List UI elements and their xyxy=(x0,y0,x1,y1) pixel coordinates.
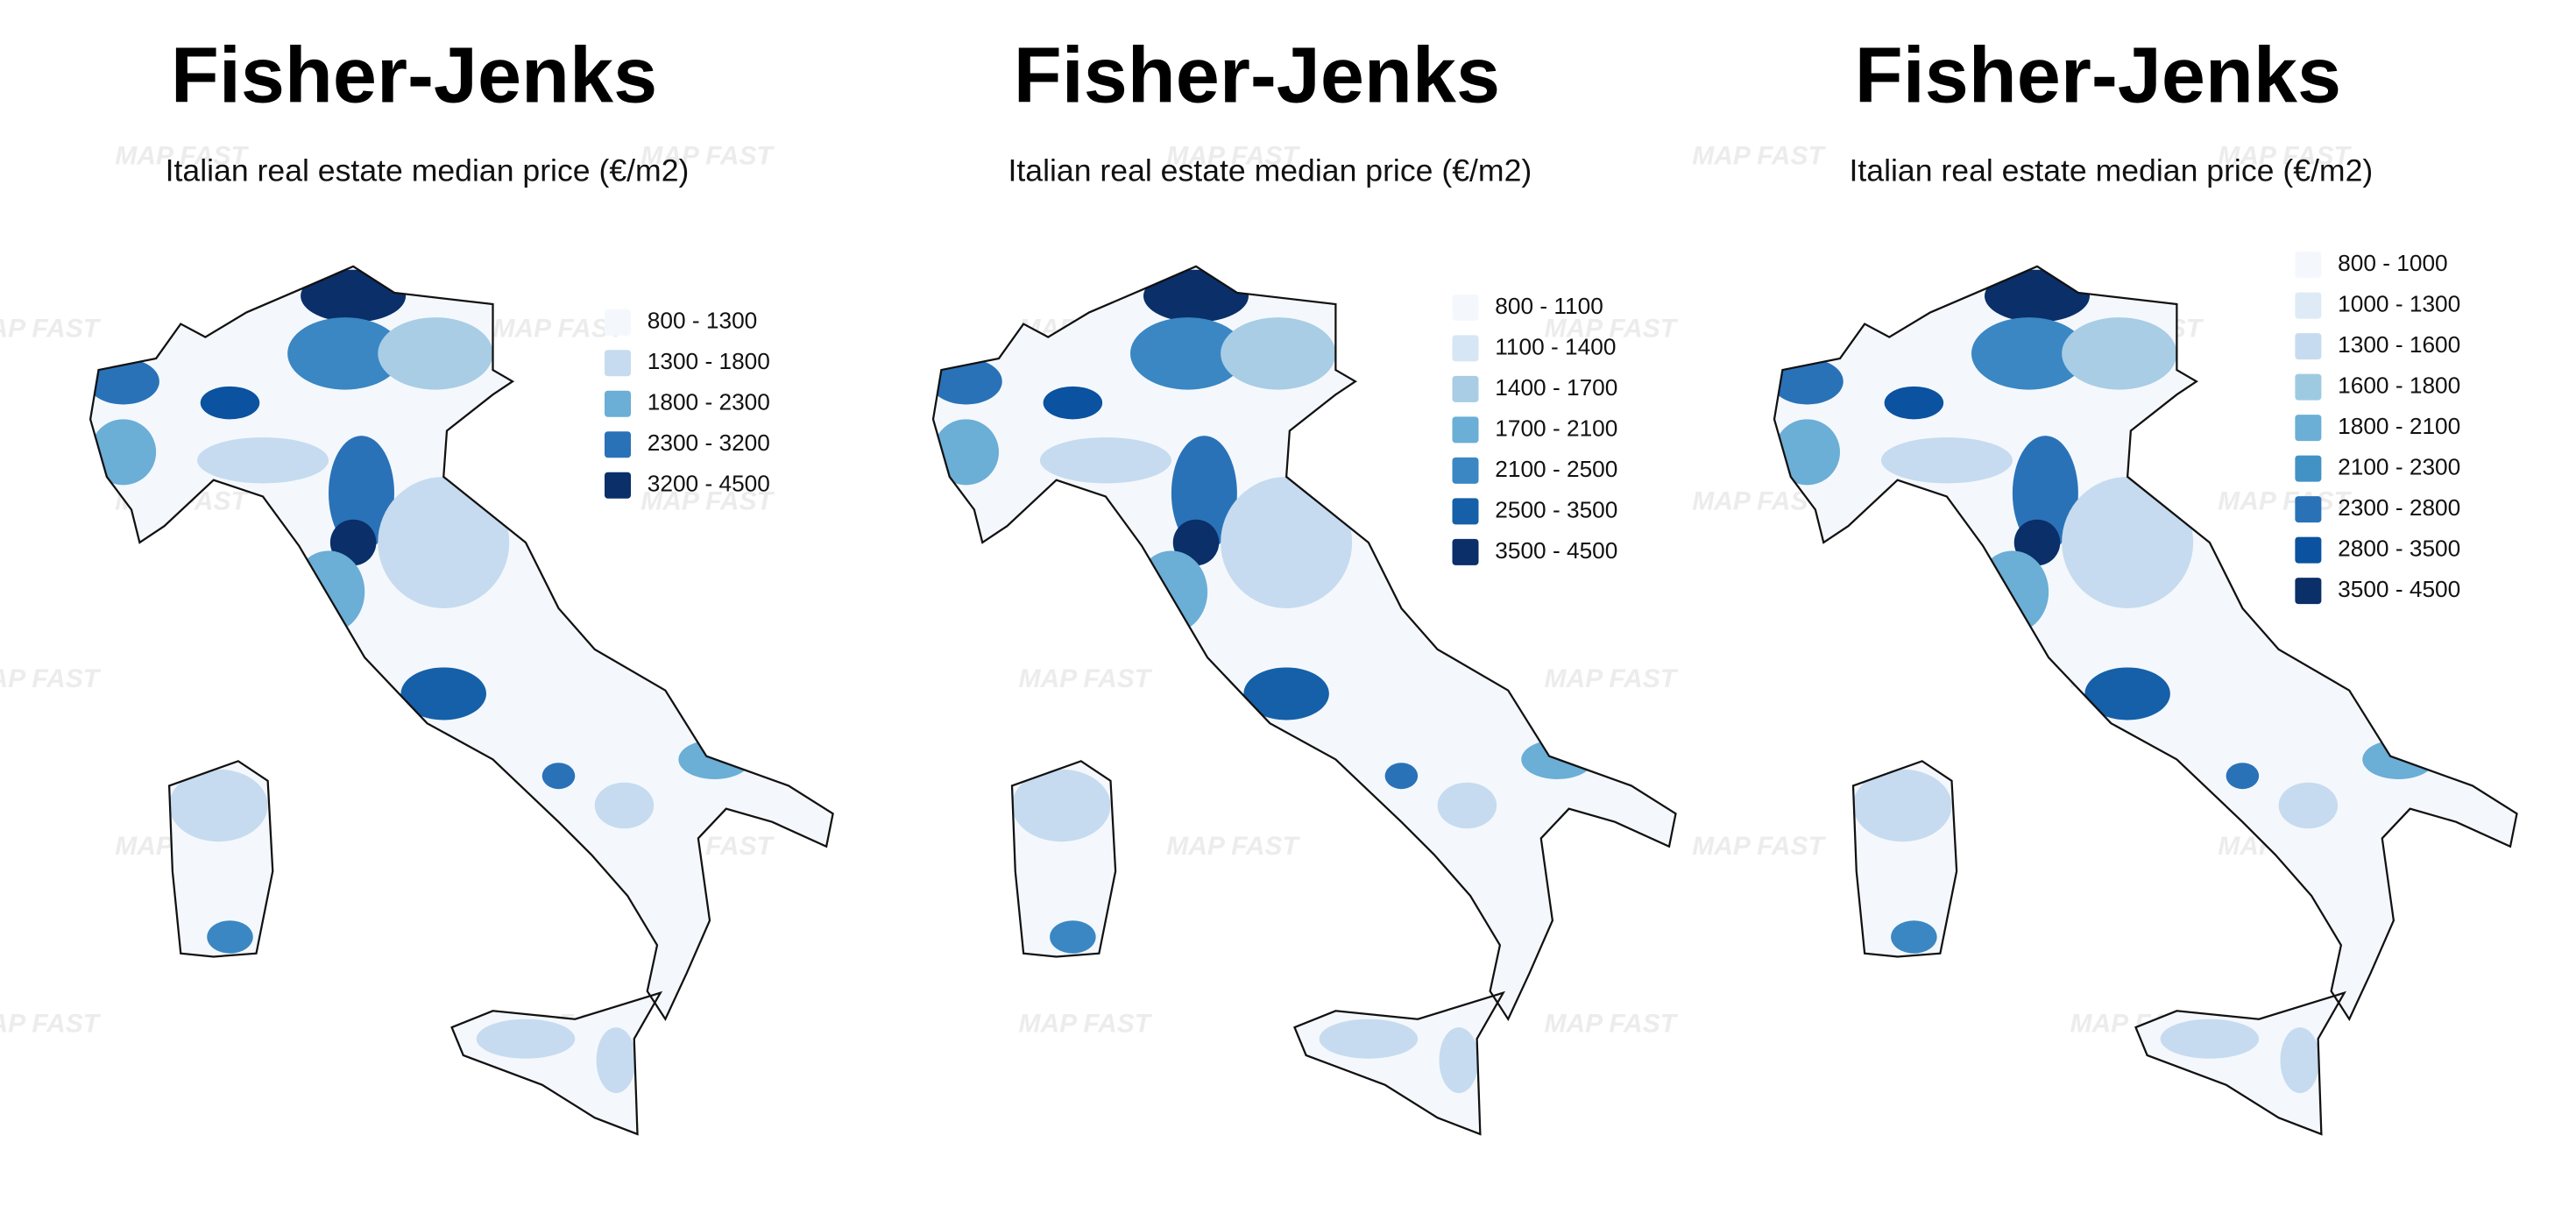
map-panel: Fisher-Jenks Italian real estate median p… xyxy=(66,32,854,1167)
legend-label: 2300 - 2800 xyxy=(2338,494,2460,521)
watermark: MAP FAST xyxy=(1019,664,1153,693)
legend-label: 2300 - 3200 xyxy=(648,429,770,456)
panel-title: Fisher-Jenks xyxy=(171,32,657,119)
map-panel: Fisher-Jenks Italian real estate median p… xyxy=(909,32,1697,1167)
legend-label: 1800 - 2100 xyxy=(2338,413,2460,439)
legend-label: 2500 - 3500 xyxy=(1495,496,1617,522)
legend-swatch xyxy=(2295,292,2322,319)
watermark: MAP FAST xyxy=(2218,142,2352,171)
watermark: MAP FAST xyxy=(640,142,775,171)
legend-swatch xyxy=(1452,294,1479,321)
legend-swatch xyxy=(2295,252,2322,279)
legend-swatch xyxy=(605,350,631,377)
legend-label: 2100 - 2500 xyxy=(1495,456,1617,482)
legend-swatch xyxy=(2295,373,2322,401)
legend-swatch xyxy=(2295,578,2322,605)
watermark: MAP FAST xyxy=(640,486,775,515)
panel-subtitle: Italian real estate median price (€/m2) xyxy=(166,153,690,188)
map-panel: Fisher-Jenks Italian real estate median p… xyxy=(1750,32,2538,1167)
panel-subtitle: Italian real estate median price (€/m2) xyxy=(1008,153,1532,188)
watermark: MAP FAST xyxy=(1019,1010,1153,1039)
watermark: MAP FAST xyxy=(0,1010,102,1039)
watermark: MAP FAST xyxy=(1692,832,1826,861)
legend-label: 1300 - 1600 xyxy=(2338,331,2460,358)
legend-label: 2100 - 2300 xyxy=(2338,454,2460,480)
legend-swatch xyxy=(605,309,631,336)
watermark: MAP FAST xyxy=(1545,315,1679,344)
italy-map xyxy=(66,246,854,1167)
legend-swatch xyxy=(605,431,631,458)
legend-label: 1300 - 1800 xyxy=(648,348,770,374)
watermark: MAP FAST xyxy=(2218,486,2352,515)
legend-label: 1400 - 1700 xyxy=(1495,374,1617,401)
legend-label: 800 - 1000 xyxy=(2338,250,2448,276)
legend-swatch xyxy=(1452,416,1479,444)
panel-title: Fisher-Jenks xyxy=(1014,32,1500,119)
legend-swatch xyxy=(2295,496,2322,523)
legend-label: 1800 - 2300 xyxy=(648,389,770,415)
legend-label: 3500 - 4500 xyxy=(1495,537,1617,564)
legend-swatch xyxy=(1452,335,1479,362)
legend-swatch xyxy=(605,472,631,499)
watermark: MAP FAST xyxy=(1166,142,1300,171)
legend-label: 2800 - 3500 xyxy=(2338,536,2460,562)
legend-swatch xyxy=(605,390,631,417)
legend-swatch xyxy=(1452,375,1479,402)
legend-label: 3500 - 4500 xyxy=(2338,576,2460,602)
watermark: MAP FAST xyxy=(1545,1010,1679,1039)
legend-swatch xyxy=(1452,457,1479,484)
legend-label: 1000 - 1300 xyxy=(2338,291,2460,317)
panel-subtitle: Italian real estate median price (€/m2) xyxy=(1850,153,2374,188)
legend-label: 800 - 1100 xyxy=(1495,293,1603,319)
legend-label: 800 - 1300 xyxy=(648,308,758,334)
legend-label: 1700 - 2100 xyxy=(1495,415,1617,441)
legend-swatch xyxy=(2295,536,2322,564)
legend-label: 1600 - 1800 xyxy=(2338,373,2460,399)
watermark: MAP FAST xyxy=(1692,142,1826,171)
watermark: MAP FAST xyxy=(0,664,102,693)
legend-label: 3200 - 4500 xyxy=(648,471,770,497)
watermark: MAP FAST xyxy=(1545,664,1679,693)
watermark: MAP FAST xyxy=(0,315,102,344)
legend-label: 1100 - 1400 xyxy=(1495,333,1616,359)
legend-swatch xyxy=(1452,498,1479,525)
panel-title: Fisher-Jenks xyxy=(1855,32,2341,119)
watermark: MAP FAST xyxy=(1166,832,1300,861)
legend-swatch xyxy=(2295,455,2322,482)
legend-swatch xyxy=(2295,333,2322,360)
watermark: MAP FAST xyxy=(115,142,249,171)
legend-swatch xyxy=(1452,538,1479,565)
legend-swatch xyxy=(2295,415,2322,442)
